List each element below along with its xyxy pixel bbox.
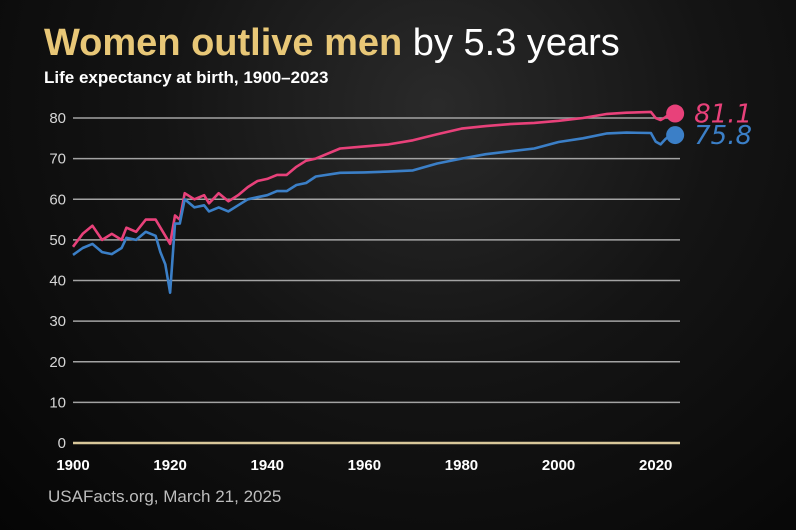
chart-title-rest: by 5.3 years [402, 22, 620, 64]
x-tick-label-2000: 2000 [542, 457, 575, 474]
y-tick-label-0: 0 [58, 435, 66, 452]
y-tick-label-50: 50 [49, 232, 66, 249]
grid-lines [73, 117, 680, 445]
series-line-men [72, 131, 672, 294]
end-label-men: 75.8 [694, 121, 752, 151]
y-tick-label-10: 10 [49, 394, 66, 411]
chart-subtitle: Life expectancy at birth, 1900–2023 [44, 68, 329, 87]
chart-title: Women outlive men by 5.3 years [44, 20, 620, 66]
chart-title-highlight: Women outlive men [44, 22, 403, 64]
y-tick-label-20: 20 [49, 354, 66, 371]
x-tick-label-1900: 1900 [56, 457, 89, 474]
y-axis-ticks: 0 10 20 30 40 50 60 70 80 [49, 110, 66, 452]
y-tick-label-40: 40 [49, 273, 66, 290]
source-note: USAFacts.org, March 21, 2025 [48, 487, 282, 506]
y-tick-label-80: 80 [49, 110, 66, 127]
x-tick-label-2020: 2020 [639, 457, 672, 474]
end-point-men [666, 126, 685, 145]
end-label-women: 81.1 [694, 100, 752, 130]
x-tick-label-1940: 1940 [251, 457, 284, 474]
x-tick-label-1960: 1960 [348, 457, 381, 474]
series-line-women [71, 110, 672, 248]
x-tick-label-1980: 1980 [445, 457, 478, 474]
x-tick-label-1920: 1920 [153, 457, 186, 474]
y-tick-label-30: 30 [49, 313, 66, 330]
y-tick-label-60: 60 [49, 191, 66, 208]
x-axis-ticks: 1900 1920 1940 1960 1980 2000 2020 [56, 457, 672, 474]
end-point-women [666, 104, 685, 123]
series-group: 81.175.8 [71, 100, 752, 294]
y-tick-label-70: 70 [49, 151, 66, 168]
